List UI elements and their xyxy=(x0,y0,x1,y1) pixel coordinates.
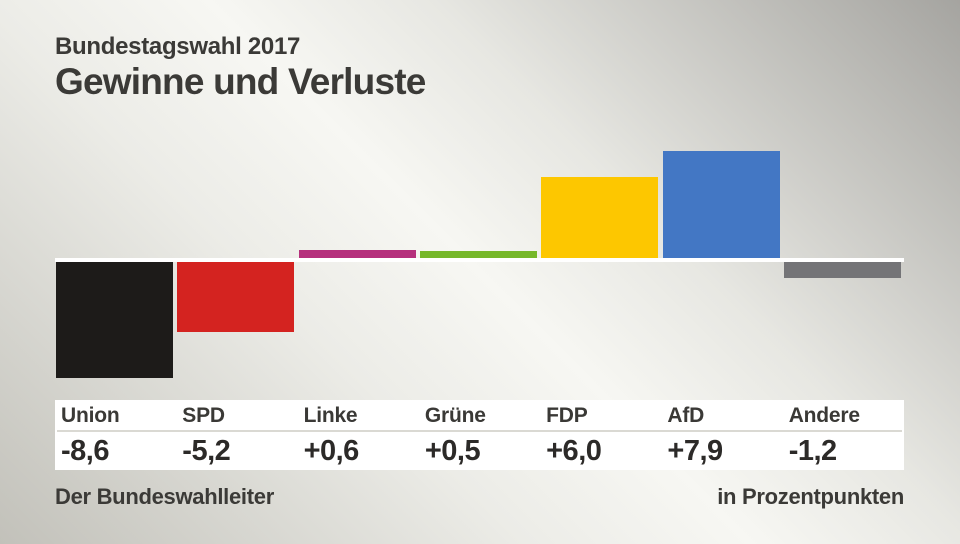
table-value-cell-andere: -1,2 xyxy=(788,435,837,467)
bar-grne xyxy=(420,251,537,258)
table-value-cell-union: -8,6 xyxy=(61,435,109,467)
table-value-cell-spd: -5,2 xyxy=(182,435,231,467)
bar-chart xyxy=(55,0,905,396)
table-value-row: -8,6 -5,2 +0,6 +0,5 +6,0 +7,9 -1,2 xyxy=(55,432,904,470)
unit-label: in Prozentpunkten xyxy=(717,484,904,509)
zero-baseline xyxy=(55,258,904,262)
table-header-cell-fdp: FDP xyxy=(546,404,588,427)
chart-subtitle: Bundestagswahl 2017 xyxy=(55,33,301,60)
page-title: Gewinne und Verluste xyxy=(55,61,426,102)
results-table: Union SPD Linke Grüne FDP AfD Andere -8,6 -5,2 +… xyxy=(55,400,904,470)
bar-fdp xyxy=(541,177,658,258)
table-separator xyxy=(57,430,902,432)
bar-linke xyxy=(299,250,416,258)
table-header-row: Union SPD Linke Grüne FDP AfD Andere xyxy=(55,400,904,430)
table-value-cell-grne: +0,5 xyxy=(424,435,481,467)
table-value-cell-linke: +0,6 xyxy=(303,435,360,467)
table-header-cell-linke: Linke xyxy=(303,404,358,427)
table-value-cell-fdp: +6,0 xyxy=(546,435,602,467)
bar-andere xyxy=(784,262,901,278)
bar-spd xyxy=(177,262,294,332)
table-value-cell-afd: +7,9 xyxy=(667,435,723,467)
table-header-cell-spd: SPD xyxy=(182,404,225,427)
table-header-cell-afd: AfD xyxy=(667,404,705,427)
table-header-cell-grne: Grüne xyxy=(424,404,486,427)
source-label: Der Bundeswahlleiter xyxy=(55,484,274,509)
bar-afd xyxy=(663,151,780,258)
table-header-cell-andere: Andere xyxy=(788,404,860,427)
table-header-cell-union: Union xyxy=(61,404,120,427)
bar-union xyxy=(56,262,173,378)
